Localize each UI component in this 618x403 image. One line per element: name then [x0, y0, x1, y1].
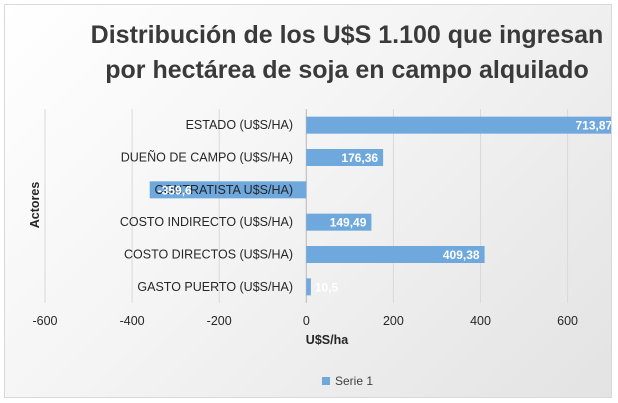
category-label: ESTADO (U$S/HA) — [186, 118, 293, 132]
x-axis-title: U$S/ha — [306, 333, 349, 347]
legend-swatch — [322, 377, 330, 385]
legend-label: Serie 1 — [335, 374, 373, 388]
x-tick-label: 600 — [557, 314, 578, 328]
y-axis-title: Actores — [28, 182, 42, 229]
category-label: GASTO PUERTO (U$S/HA) — [137, 280, 293, 294]
category-label: COSTO DIRECTOS (U$S/HA) — [124, 248, 293, 262]
x-tick-label: -600 — [32, 314, 57, 328]
bar — [306, 149, 384, 166]
data-label: 713,87 — [575, 119, 612, 133]
x-tick-label: 0 — [303, 314, 310, 328]
category-label: DUEÑO DE CAMPO (U$S/HA) — [121, 151, 293, 165]
data-label: 176,36 — [341, 151, 378, 165]
x-tick-label: 200 — [383, 314, 404, 328]
chart-title-line-1: Distribución de los U$S 1.100 que ingres… — [91, 21, 604, 49]
x-tick-label: 400 — [470, 314, 491, 328]
x-tick-label: -200 — [207, 314, 232, 328]
bar — [306, 116, 611, 134]
category-label: COSTO INDIRECTO (U$S/HA) — [120, 215, 293, 229]
data-label: 149,49 — [330, 216, 367, 230]
bar-chart: Distribución de los U$S 1.100 que ingres… — [28, 21, 612, 388]
bar — [149, 181, 307, 199]
bar — [306, 246, 485, 263]
bar — [306, 278, 311, 296]
x-tick-label: -400 — [120, 314, 145, 328]
data-label: 10,5 — [315, 280, 339, 294]
bar — [306, 213, 372, 231]
data-label: -359,6 — [158, 183, 192, 197]
category-label: CONTRATISTA U$S/HA) — [155, 183, 293, 197]
chart-frame: Distribución de los U$S 1.100 que ingres… — [4, 4, 612, 398]
chart-title-line-2: por hectárea de soja en campo alquilado — [105, 56, 588, 84]
data-label: 409,38 — [443, 248, 480, 262]
